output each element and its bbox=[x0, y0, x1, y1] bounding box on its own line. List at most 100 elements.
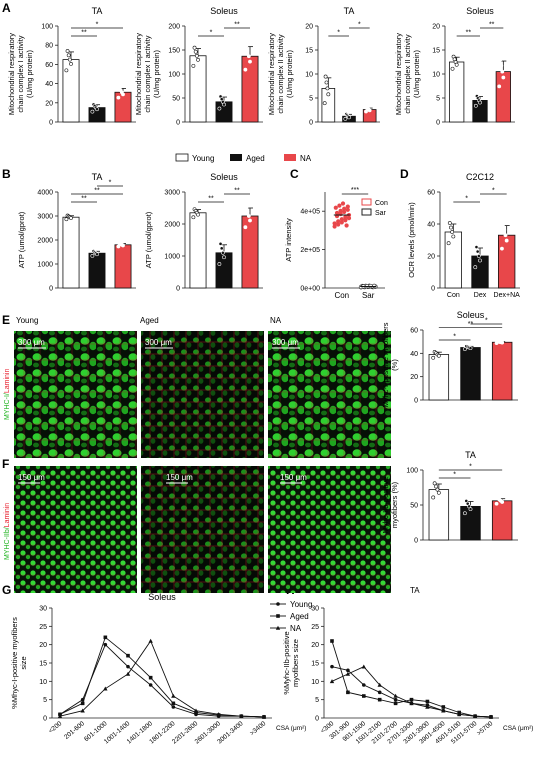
stain-f-sep: / bbox=[4, 527, 11, 529]
point-f-1-4 bbox=[468, 507, 473, 512]
chart-b1-ytick-label-1: 1000 bbox=[37, 262, 53, 269]
point-d-1-0 bbox=[473, 265, 478, 270]
group-legend: Young Aged NA bbox=[175, 153, 312, 163]
chart-a3-ylabel-2: (U/mg protein) bbox=[285, 50, 294, 98]
point-a3-0-2 bbox=[324, 80, 329, 85]
series-g-1 bbox=[59, 636, 265, 718]
point-d-1-4 bbox=[478, 258, 482, 263]
chart-a2-ytick-label-3: 150 bbox=[168, 48, 180, 55]
bar-e-1 bbox=[460, 347, 481, 401]
point-a4-1-0 bbox=[473, 103, 478, 108]
chart-a1-ytick-label-2: 40 bbox=[45, 81, 53, 88]
sig-label-a4-0: ** bbox=[466, 30, 472, 37]
chart-h-ytick-label-6: 30 bbox=[311, 606, 319, 613]
chart-d-ylabel-0: OCR levels (pmol/min) bbox=[407, 202, 416, 278]
micro-f-na bbox=[268, 466, 391, 593]
point-b1-1-4 bbox=[95, 252, 99, 257]
legend-young: Young bbox=[192, 154, 214, 163]
chart-a1-ytick-label-3: 60 bbox=[45, 62, 53, 69]
chart-a2: 0 50 100 150 200 Mitochondrial respiratory cha… bbox=[134, 6, 263, 127]
chart-h-ytick-label-2: 10 bbox=[311, 679, 319, 686]
point-a3-2-4 bbox=[367, 108, 372, 113]
point-a3-2-0 bbox=[364, 109, 368, 114]
sig-label-a4-1: ** bbox=[489, 22, 495, 29]
legend-aged: Aged bbox=[246, 154, 265, 163]
chart-g-ytick-label-2: 10 bbox=[39, 679, 47, 686]
marker-g-1-6 bbox=[194, 710, 198, 715]
point-d-0-2 bbox=[449, 225, 453, 230]
bar-f-1 bbox=[460, 505, 481, 541]
point-b2-1-1 bbox=[218, 241, 223, 246]
chart-b1-ytick-label-4: 4000 bbox=[37, 190, 53, 197]
chart-g-ytick-label-3: 15 bbox=[39, 661, 47, 668]
marker-h-2-4 bbox=[393, 693, 398, 698]
chart-a4-ylabel-1: chain complex II activity bbox=[403, 34, 412, 113]
sig-label-f-1: * bbox=[469, 464, 472, 471]
marker-g-0-3 bbox=[126, 664, 130, 669]
scale-f-1: 150 μm bbox=[18, 473, 45, 482]
chart-a2-ytick-label-2: 100 bbox=[168, 72, 180, 79]
chart-a1-ytick-label-5: 100 bbox=[41, 24, 53, 31]
point-b2-2-4 bbox=[248, 218, 252, 223]
legend-c: Con Sar bbox=[361, 198, 388, 217]
point-a4-0-0 bbox=[450, 66, 455, 71]
point-a2-0-0 bbox=[191, 63, 196, 68]
marker-g-2-3 bbox=[125, 671, 131, 676]
point-b2-0-4 bbox=[196, 212, 200, 217]
micro-e-na bbox=[268, 331, 391, 458]
marker-g-2-5 bbox=[171, 693, 176, 698]
point-a4-2-1 bbox=[498, 57, 503, 62]
point-d-1-1 bbox=[474, 245, 479, 249]
marker-h-0-3 bbox=[377, 690, 382, 695]
chart-b1-ylabel-0: ATP (umol/gprot) bbox=[17, 211, 26, 268]
marker-h-1-0 bbox=[330, 639, 334, 643]
marker-g-2-9 bbox=[261, 714, 267, 719]
chart-c-ytick-label-1: 2e+05 bbox=[300, 247, 320, 254]
chart-h-ylabel-0: %Myhc-IIb-positive bbox=[282, 631, 291, 694]
point-a2-2-2 bbox=[245, 48, 250, 53]
point-a3-0-0 bbox=[322, 101, 327, 106]
chart-a4-ytick-label-4: 20 bbox=[432, 24, 440, 31]
point-e-0-4 bbox=[436, 353, 441, 358]
xtick-g-9: >3400 bbox=[249, 720, 268, 737]
marker-g-0-4 bbox=[148, 683, 153, 687]
chart-a4-ytick-label-3: 15 bbox=[432, 48, 440, 55]
point-f-0-1 bbox=[432, 481, 437, 486]
point-a2-1-0 bbox=[217, 106, 222, 111]
marker-g-1-1 bbox=[80, 701, 85, 706]
chart-title-g: Soleus bbox=[148, 592, 176, 602]
stain-f-laminin: Laminin bbox=[4, 503, 11, 528]
chart-c-ytick-label-0: 0e+00 bbox=[300, 286, 320, 293]
point-b2-1-4 bbox=[222, 255, 226, 260]
chart-a1-ylabel-2: (U/mg protein) bbox=[25, 50, 34, 98]
micro-e-col-aged: Aged bbox=[140, 316, 159, 325]
marker-h-2-1 bbox=[345, 671, 351, 676]
xtick-d-1: Dex bbox=[474, 292, 487, 299]
marker-h-1-5 bbox=[409, 697, 414, 702]
chart-e-ytick-label-3: 60 bbox=[410, 328, 418, 335]
micrograph-e: Young Aged NA 300 μm 300 μm 300 μm MYHC-… bbox=[4, 316, 391, 458]
chart-title-a3: TA bbox=[344, 6, 355, 16]
marker-g-2-1 bbox=[80, 708, 85, 713]
chart-a2-ylabel-0: Mitochondrial respiratory bbox=[134, 33, 143, 115]
chart-g-ytick-label-1: 5 bbox=[43, 697, 47, 704]
point-b2-2-0 bbox=[243, 225, 248, 230]
point-a4-1-4 bbox=[478, 100, 482, 105]
chart-g-ylabel-0: %Mhyc-I-positive myofibers bbox=[10, 617, 19, 709]
marker-h-2-0 bbox=[329, 679, 335, 684]
chart-e-ylabel-0: Myhc-I-positive myofibers bbox=[381, 322, 390, 407]
point-a1-1-0 bbox=[90, 109, 95, 114]
chart-f-ylabel-1: myofibers (%) bbox=[390, 481, 399, 528]
point-b1-0-0 bbox=[64, 217, 69, 222]
xlabel-h: CSA (μm²) bbox=[503, 725, 533, 732]
micro-f-aged bbox=[141, 466, 264, 593]
chart-e-ytick-label-2: 40 bbox=[410, 351, 418, 358]
marker-g-1-4 bbox=[148, 675, 153, 680]
chart-a4-ytick-label-1: 5 bbox=[436, 96, 440, 103]
chart-c-ytick-label-2: 4e+05 bbox=[300, 209, 320, 216]
stain-label-e: MYHC-I/Laminin bbox=[4, 369, 11, 420]
point-a2-0-3 bbox=[194, 53, 199, 58]
stain-e-myhc: MYHC-I bbox=[4, 395, 11, 420]
chart-b2-ytick-label-3: 3000 bbox=[164, 190, 180, 197]
